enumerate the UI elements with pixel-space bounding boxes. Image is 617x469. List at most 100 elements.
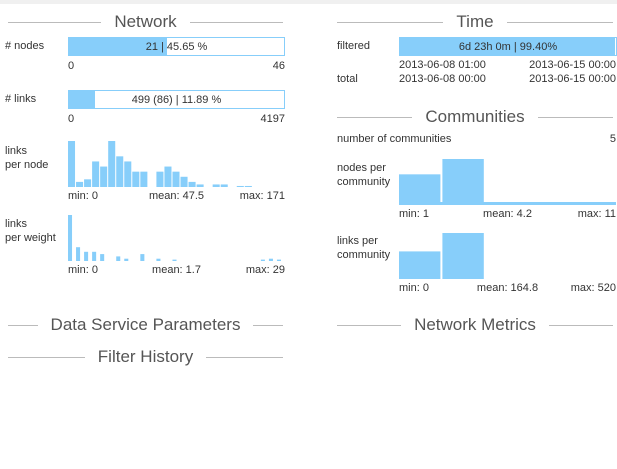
header-rule <box>506 21 613 23</box>
histogram-bar <box>84 251 89 261</box>
header-rule <box>8 324 38 326</box>
histogram-bar <box>442 233 484 279</box>
histogram-bar <box>268 258 273 261</box>
histogram-bar <box>156 258 161 261</box>
histogram-bar <box>188 181 196 187</box>
header-rule <box>189 21 284 23</box>
range-max: 46 <box>272 60 285 72</box>
row-label: links <box>5 145 28 157</box>
row-label: links <box>5 218 28 230</box>
row-label: total <box>337 73 358 85</box>
community-count: 5 <box>609 133 616 145</box>
header-title: Network Metrics <box>414 315 536 334</box>
histogram <box>399 233 484 279</box>
stat-mean: mean: 1.7 <box>152 264 201 276</box>
row-label: per node <box>5 159 49 171</box>
histogram-bar <box>132 171 140 187</box>
stat-min: min: 0 <box>68 190 98 202</box>
stat-mean: mean: 47.5 <box>148 190 205 202</box>
time-start: 2013-06-08 00:00 <box>399 73 486 85</box>
histogram-bar <box>100 254 105 261</box>
histogram-bar <box>100 166 108 187</box>
histogram-bar <box>172 171 180 187</box>
stat-mean: mean: 4.2 <box>483 208 532 220</box>
histogram <box>399 159 484 205</box>
row-label: nodes per <box>337 162 386 174</box>
row-label: number of communities <box>337 133 452 145</box>
histogram-bar <box>212 184 220 187</box>
header-rule <box>337 116 413 118</box>
range-min: 0 <box>68 113 75 125</box>
histogram-bar <box>260 259 265 261</box>
histogram-bar <box>116 256 121 261</box>
section-header: Network Metrics <box>337 314 614 336</box>
header-title: Data Service Parameters <box>50 315 241 334</box>
histogram <box>68 215 281 261</box>
histogram-bar <box>76 181 84 187</box>
header-rule <box>8 356 85 358</box>
stat-min: min: 0 <box>68 264 98 276</box>
section-header: Communities <box>337 106 614 128</box>
histogram-bar <box>156 171 164 187</box>
row-label: community <box>337 176 391 188</box>
histogram-bar <box>220 184 228 187</box>
histogram <box>68 141 252 187</box>
histogram-bar <box>140 254 145 261</box>
histogram-bar <box>164 166 172 187</box>
progress-fill <box>69 38 168 55</box>
progress-fill <box>400 38 615 55</box>
header-rule <box>548 324 614 326</box>
section-header: Filter History <box>8 346 283 368</box>
section-header: Time <box>337 11 613 33</box>
row-label: filtered <box>337 40 371 52</box>
header-title: Filter History <box>97 347 194 366</box>
row-label: community <box>337 249 391 261</box>
histogram-bar <box>442 159 484 205</box>
header-title: Communities <box>425 107 525 126</box>
header-rule <box>337 21 444 23</box>
histogram-bar <box>76 247 81 261</box>
histogram-bar <box>399 174 441 205</box>
row-label: # nodes <box>5 40 45 52</box>
stat-min: min: 1 <box>399 208 429 220</box>
histogram-bar <box>140 171 148 187</box>
row-label: links per <box>337 235 378 247</box>
histogram-bar <box>399 251 441 279</box>
histogram-bar <box>84 179 92 187</box>
histogram-bar <box>124 258 129 261</box>
stat-min: min: 0 <box>399 282 429 294</box>
progress-text: 6d 23h 0m | 99.40% <box>458 41 558 53</box>
histogram-bar <box>116 156 124 187</box>
histogram-bar <box>124 161 132 187</box>
histogram-bar <box>172 259 177 261</box>
row-label: per weight <box>5 232 56 244</box>
histogram-bar <box>196 184 204 187</box>
progress-text: 499 (86) | 11.89 % <box>131 94 222 106</box>
header-rule <box>253 324 283 326</box>
histogram-bar <box>236 185 244 187</box>
time-end: 2013-06-15 00:00 <box>529 73 616 85</box>
stat-max: max: 520 <box>570 282 616 294</box>
progress-track: 6d 23h 0m | 99.40% <box>399 37 617 56</box>
row-label: # links <box>5 93 37 105</box>
header-rule <box>337 324 402 326</box>
progress-track: 21 | 45.65 % <box>68 37 285 56</box>
stat-max: max: 29 <box>245 264 285 276</box>
time-end: 2013-06-15 00:00 <box>529 59 616 71</box>
range-min: 0 <box>68 60 75 72</box>
progress-text: 21 | 45.65 % <box>145 41 208 53</box>
histogram-bar <box>68 215 73 261</box>
time-start: 2013-06-08 01:00 <box>399 59 486 71</box>
histogram-bar <box>92 161 100 187</box>
histogram-baseline <box>399 202 616 205</box>
histogram-bar <box>244 185 252 187</box>
histogram-bar <box>68 141 76 187</box>
header-rule <box>537 116 614 118</box>
histogram-bar <box>276 259 281 261</box>
section-header: Data Service Parameters <box>8 314 283 336</box>
header-title: Time <box>456 12 494 31</box>
range-max: 4197 <box>260 113 285 125</box>
stat-max: max: 171 <box>239 190 285 202</box>
top-strip <box>0 0 617 4</box>
